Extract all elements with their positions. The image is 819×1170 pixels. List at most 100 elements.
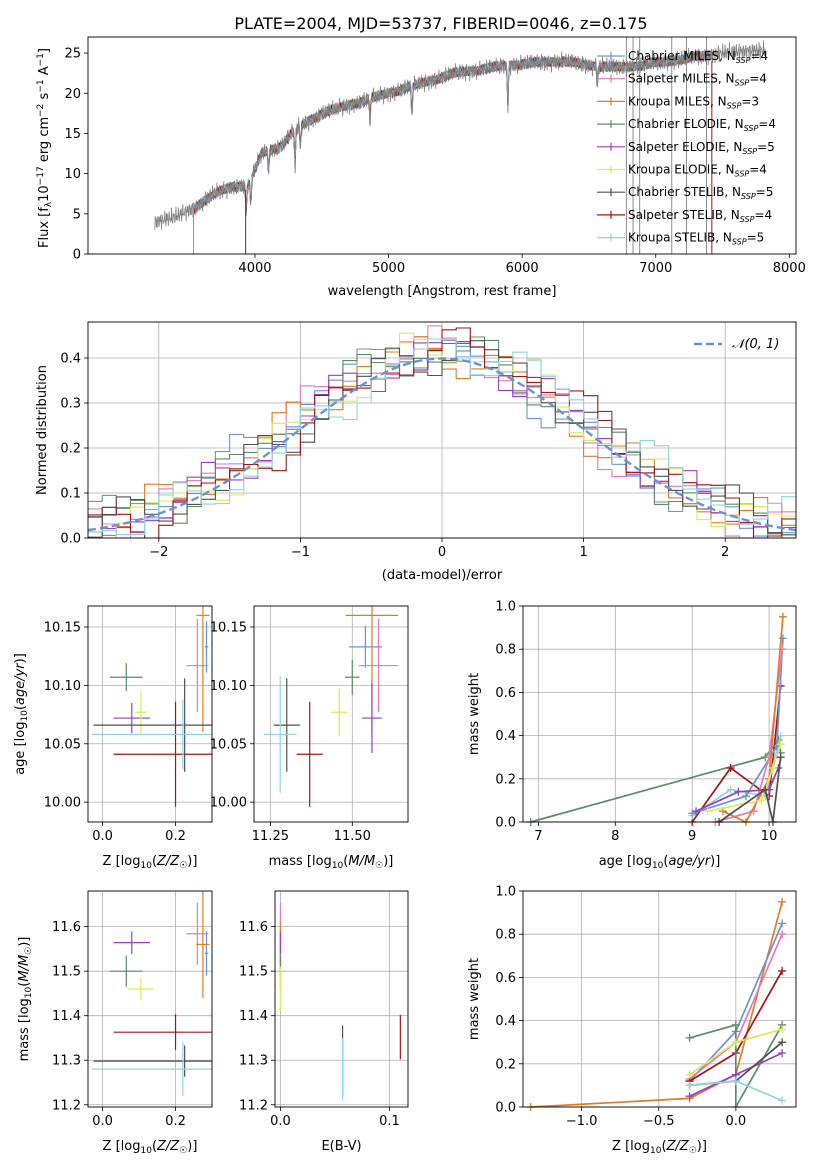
line-salpeter_elodie — [695, 767, 780, 812]
y-axis-label-part: 10 — [24, 986, 34, 998]
hist-kroupa_stelib — [88, 338, 796, 536]
marker-salpeter_stelib — [726, 764, 735, 772]
marker-salpeter_miles — [778, 930, 787, 939]
x-tick-label: 0.0 — [92, 829, 113, 844]
legend-count: =4 — [758, 117, 776, 131]
x-tick-label: −1 — [291, 545, 310, 560]
x-axis-label-part: Z/Z — [156, 854, 180, 869]
grid — [275, 891, 408, 1107]
x-tick-label: 5000 — [372, 261, 405, 276]
x-tick-label: 0.2 — [165, 1114, 186, 1129]
legend-label-kroupa_elodie: Kroupa ELODIE, NSSP=4 — [628, 163, 767, 179]
grid — [88, 891, 212, 1107]
y-tick-label: 0.6 — [495, 971, 516, 986]
x-axis-label-part: 10 — [652, 861, 664, 871]
x-axis-label-part: )] — [697, 1139, 707, 1154]
y-tick-label: 0.4 — [495, 1014, 516, 1029]
grid — [254, 606, 408, 822]
legend-label-chabrier_miles: Chabrier MILES, NSSP=4 — [628, 49, 768, 65]
legend-subscript: SSP — [744, 124, 759, 133]
legend-name: Salpeter ELODIE, N — [628, 140, 742, 154]
x-axis-label-part: )] — [187, 854, 197, 869]
x-axis-label-part: ( — [152, 1139, 157, 1154]
x-axis-label: wavelength [Angstrom, rest frame] — [328, 284, 557, 299]
y-tick-label: 0.0 — [495, 816, 516, 831]
legend-subscript: SSP — [732, 238, 747, 247]
x-axis-label-part: Z [log — [103, 854, 141, 869]
x-tick-label: 9 — [688, 829, 696, 844]
legend-subscript: SSP — [741, 192, 756, 201]
x-axis-label: Z [log10(Z/Z☉)] — [103, 1139, 198, 1156]
x-tick-label: 0.0 — [270, 1114, 291, 1129]
y-axis-label-part: −1 — [36, 79, 46, 92]
y-tick-label: 10.10 — [44, 679, 81, 694]
x-tick-label: 11.50 — [334, 829, 371, 844]
x-axis-label: Z [log10(Z/Z☉)] — [612, 1139, 707, 1156]
line-chabrier_stelib — [718, 757, 782, 823]
weight-lines — [526, 897, 787, 1111]
x-tick-label: 0.0 — [92, 1114, 113, 1129]
x-tick-label: 2 — [721, 545, 729, 560]
y-tick-label: 11.2 — [239, 1098, 268, 1113]
legend-name: Chabrier MILES, N — [628, 49, 736, 63]
marker-chabrier_stelib — [778, 1038, 787, 1047]
legend-name: Kroupa STELIB, N — [628, 231, 732, 245]
y-tick-label: 0.2 — [60, 442, 81, 457]
x-axis-label-part: age/yr — [668, 854, 711, 869]
axes-frame — [522, 890, 797, 1108]
line-kroupa_elodie — [707, 743, 782, 813]
axes-residuals: −2 −1 0 1 2 0.0 0.1 0.2 0.3 0.4 (data-model)/error… — [35, 321, 797, 583]
marker-kroupa_elodie — [776, 740, 785, 749]
y-tick-label: 11.3 — [239, 1054, 268, 1069]
y-tick-label: 10.15 — [210, 621, 247, 636]
x-axis-label-part: Z [log — [103, 1139, 141, 1154]
legend-count: =4 — [754, 208, 772, 222]
x-tick-label: 8 — [611, 829, 619, 844]
line-chabrier_elodie — [530, 737, 782, 823]
grid — [88, 606, 212, 822]
legend-count: =3 — [741, 94, 759, 108]
marker-kroupa_stelib — [685, 1081, 694, 1090]
y-tick-label: 11.6 — [239, 920, 268, 935]
x-axis-label: age [log10(age/yr)] — [599, 854, 721, 871]
y-tick-label: 11.2 — [52, 1098, 81, 1113]
x-axis-label-part: )] — [383, 854, 393, 869]
legend-label-chabrier_elodie: Chabrier ELODIE, NSSP=4 — [628, 117, 776, 133]
x-axis-label-part: Z [log — [612, 1139, 650, 1154]
x-tick-label: 8000 — [773, 261, 806, 276]
x-tick-label: 0 — [438, 545, 446, 560]
x-tick-label: 11.25 — [252, 829, 289, 844]
marker-kroupa_elodie — [768, 764, 777, 772]
y-axis-label-part: erg cm — [37, 117, 52, 166]
y-axis-label-part: age [log — [13, 722, 28, 775]
y-axis-label-part: mass [log — [17, 998, 32, 1061]
legend-subscript: SSP — [740, 215, 755, 224]
x-axis-label-part: mass [log — [269, 854, 332, 869]
y-tick-label: 25 — [64, 47, 81, 62]
marker-kroupa_elodie — [685, 1070, 694, 1079]
y-tick-label: 0.8 — [495, 643, 516, 658]
y-axis-label: Normed distribution — [35, 365, 50, 495]
y-tick-label: 10.15 — [44, 621, 81, 636]
marker-kroupa_elodie — [778, 1025, 787, 1034]
legend-name: Salpeter STELIB, N — [628, 208, 740, 222]
x-axis-label-part: 10 — [332, 861, 344, 871]
y-tick-label: 0.0 — [495, 1101, 516, 1116]
legend-name: Kroupa ELODIE, N — [628, 163, 735, 177]
y-axis-label-part: s — [37, 92, 52, 103]
histograms — [88, 325, 796, 538]
legend-subscript: SSP — [727, 101, 742, 110]
x-tick-label: 7000 — [639, 261, 672, 276]
x-tick-label: −0.5 — [643, 1114, 675, 1129]
legend-subscript: SSP — [736, 56, 751, 65]
line-salpeter_stelib — [691, 685, 782, 823]
marker-salpeter_stelib — [778, 966, 787, 975]
axes-mass_vs_ebv: 0.0 0.1 11.2 11.3 11.4 11.5 11.6 E(B-V) — [239, 890, 409, 1154]
errorbars — [91, 606, 212, 807]
axes-frame — [253, 605, 409, 823]
gaussian-curve — [88, 357, 796, 532]
x-tick-label: 0.1 — [379, 1114, 400, 1129]
y-tick-label: 0.3 — [60, 397, 81, 412]
x-axis-label: Z [log10(Z/Z☉)] — [103, 854, 198, 871]
x-tick-label: 7 — [534, 829, 542, 844]
